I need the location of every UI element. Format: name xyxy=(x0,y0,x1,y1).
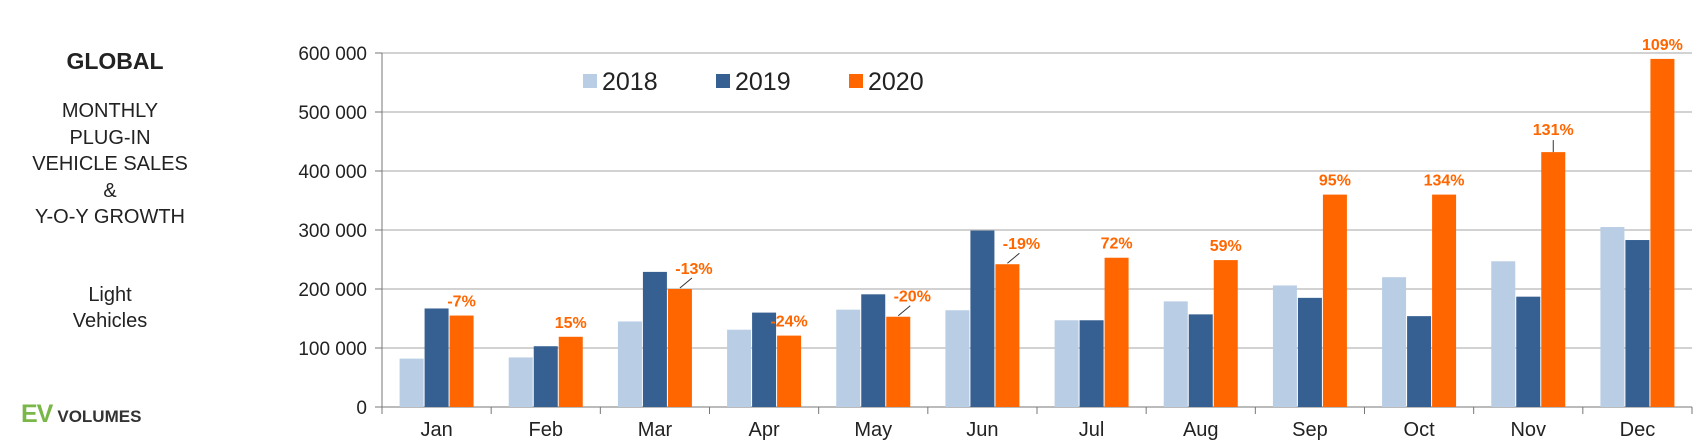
x-tick-label: May xyxy=(854,419,892,441)
legend-swatch-2019 xyxy=(716,74,730,88)
bar-2020-may xyxy=(886,316,911,407)
growth-label: -20% xyxy=(894,289,931,306)
x-tick-label: Aug xyxy=(1183,419,1219,441)
legend-label-2020: 2020 xyxy=(868,68,924,96)
bar-2019-jan xyxy=(424,308,449,407)
x-tick-label: Jan xyxy=(420,419,452,441)
y-tick-label: 400 000 xyxy=(298,162,367,183)
bar-2018-nov xyxy=(1491,261,1516,407)
x-tick-label: Nov xyxy=(1510,419,1546,441)
bar-2019-jun xyxy=(970,230,995,407)
growth-leader-line xyxy=(679,277,693,289)
growth-label: -13% xyxy=(675,261,712,278)
bar-2020-apr xyxy=(777,335,802,407)
sidebar: GLOBAL MONTHLY PLUG-IN VEHICLE SALES & Y… xyxy=(0,0,220,447)
growth-label: -24% xyxy=(770,314,807,331)
chart-subtitle: MONTHLY PLUG-IN VEHICLE SALES & Y-O-Y GR… xyxy=(32,100,188,228)
legend-swatch-2020 xyxy=(849,74,863,88)
bar-2019-jul xyxy=(1079,320,1104,407)
y-tick-label: 600 000 xyxy=(298,44,367,65)
logo-ev-text: EV xyxy=(21,400,53,428)
bar-2019-may xyxy=(861,294,886,407)
y-tick-label: 100 000 xyxy=(298,339,367,360)
y-tick-label: 200 000 xyxy=(298,280,367,301)
x-tick-label: Apr xyxy=(749,419,780,441)
legend-label-2019: 2019 xyxy=(735,68,791,96)
growth-label: 109% xyxy=(1642,37,1683,54)
x-tick-label: Oct xyxy=(1404,419,1436,441)
bar-2019-apr xyxy=(752,312,777,407)
growth-label: -7% xyxy=(447,294,475,311)
bar-2018-jan xyxy=(399,358,424,407)
x-tick-label: Jun xyxy=(966,419,998,441)
bar-2018-dec xyxy=(1600,227,1625,407)
bar-2018-mar xyxy=(617,321,642,407)
bar-2018-sep xyxy=(1272,285,1297,407)
bar-2019-feb xyxy=(533,346,558,407)
growth-label: 59% xyxy=(1210,238,1242,255)
logo-volumes-text: VOLUMES xyxy=(57,407,142,426)
bar-2020-jun xyxy=(995,264,1020,407)
ev-volumes-logo: EV VOLUMES xyxy=(21,400,141,430)
bar-2020-mar xyxy=(667,289,692,407)
growth-leader-line xyxy=(1007,252,1020,264)
bar-2019-aug xyxy=(1188,314,1213,407)
legend-swatch-2018 xyxy=(583,74,597,88)
bar-2018-feb xyxy=(508,357,533,407)
bar-2020-feb xyxy=(558,336,583,407)
growth-label: 134% xyxy=(1424,173,1465,190)
chart-title: GLOBAL xyxy=(66,48,164,74)
x-tick-label: Jul xyxy=(1079,419,1105,441)
bar-2018-may xyxy=(836,309,861,407)
bar-2018-apr xyxy=(727,329,752,407)
bar-2018-jun xyxy=(945,310,970,407)
x-tick-label: Feb xyxy=(529,419,563,441)
bar-2020-jul xyxy=(1104,257,1129,407)
x-tick-label: Mar xyxy=(638,419,673,441)
bar-2020-nov xyxy=(1541,152,1566,407)
bar-2020-jan xyxy=(449,315,474,407)
growth-leader-line xyxy=(897,305,911,317)
bar-2018-oct xyxy=(1382,277,1407,407)
growth-label: 131% xyxy=(1533,122,1574,139)
bar-2019-dec xyxy=(1625,240,1650,407)
bar-2018-jul xyxy=(1054,320,1079,407)
y-tick-label: 500 000 xyxy=(298,103,367,124)
bar-2018-aug xyxy=(1163,301,1188,407)
bar-2019-oct xyxy=(1407,316,1432,407)
y-tick-label: 300 000 xyxy=(298,221,367,242)
y-tick-label: 0 xyxy=(356,398,367,419)
bar-2020-dec xyxy=(1650,58,1675,408)
growth-label: 95% xyxy=(1319,173,1351,190)
growth-label: 15% xyxy=(555,315,587,332)
segment-label: Light Vehicles xyxy=(72,284,148,332)
x-tick-label: Sep xyxy=(1292,419,1328,441)
growth-label: 72% xyxy=(1101,236,1133,253)
bar-2020-aug xyxy=(1213,260,1238,407)
x-tick-label: Dec xyxy=(1620,419,1656,441)
bar-2020-sep xyxy=(1322,194,1347,407)
legend-label-2018: 2018 xyxy=(602,68,658,96)
bar-2020-oct xyxy=(1432,194,1457,407)
growth-label: -19% xyxy=(1003,236,1040,253)
bar-2019-nov xyxy=(1516,296,1541,407)
bar-2019-sep xyxy=(1297,297,1322,407)
bar-2019-mar xyxy=(642,271,667,407)
